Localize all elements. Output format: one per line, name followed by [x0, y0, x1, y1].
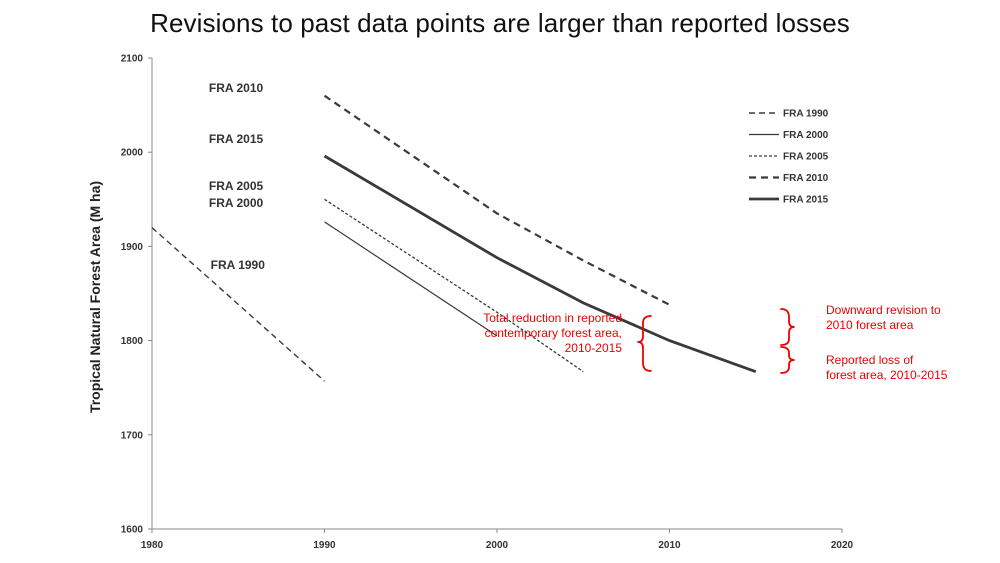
bracket-reported-loss [780, 346, 795, 374]
x-tick-label: 2000 [486, 540, 509, 551]
y-tick-label: 2100 [121, 54, 144, 65]
series-line-fra-1990 [151, 227, 325, 382]
legend-label: FRA 2015 [783, 195, 829, 206]
series-line-fra-2015 [323, 154, 757, 374]
y-tick-label: 1900 [121, 242, 144, 253]
x-tick-label: 2020 [831, 540, 854, 551]
annotation-text: Downward revision to [826, 303, 941, 317]
series-lines [151, 94, 757, 382]
legend-label: FRA 2005 [783, 152, 829, 163]
annotation-text: contemporary forest area, [485, 326, 622, 340]
series-label: FRA 2015 [209, 132, 264, 146]
series-line-fra-2000 [324, 221, 498, 337]
annotation-text: forest area, 2010-2015 [826, 368, 948, 382]
series-label: FRA 1990 [211, 258, 266, 272]
legend-label: FRA 2010 [783, 173, 829, 184]
series-label: FRA 2005 [209, 179, 264, 193]
annotation-text: 2010 forest area [826, 318, 914, 332]
series-label: FRA 2000 [209, 196, 264, 210]
annotation-text: Reported loss of [826, 353, 914, 367]
axes: 1600 1700 1800 1900 2000 2100 1980 1990 2000 2010… [121, 54, 854, 552]
legend: FRA 1990 FRA 2000 FRA 2005 FRA 2010 FRA 2015 [749, 109, 829, 206]
y-tick-label: 1700 [121, 430, 144, 441]
series-line-fra-2005 [324, 198, 584, 373]
x-tick-label: 2010 [658, 540, 681, 551]
bracket-downward-revision [780, 308, 795, 346]
annotation-text: Total reduction in reported [483, 311, 622, 325]
series-labels: FRA 2010 FRA 2015 FRA 2005 FRA 2000 FRA 1990 [209, 81, 265, 272]
series-label: FRA 2010 [209, 81, 264, 95]
series-line-fra-2010 [323, 94, 671, 306]
y-axis-label: Tropical Natural Forest Area (M ha) [87, 181, 103, 413]
annotations: Total reduction in reportedcontemporary … [483, 303, 947, 382]
annotation-text: 2010-2015 [565, 341, 623, 355]
y-tick-label: 1600 [121, 525, 144, 536]
y-tick-label: 1800 [121, 336, 144, 347]
legend-label: FRA 1990 [783, 109, 829, 120]
legend-label: FRA 2000 [783, 130, 829, 141]
x-tick-label: 1990 [313, 540, 336, 551]
chart-title: Revisions to past data points are larger… [150, 8, 850, 38]
bracket-total-reduction [637, 315, 652, 372]
x-tick-label: 1980 [141, 540, 164, 551]
y-tick-label: 2000 [121, 148, 144, 159]
